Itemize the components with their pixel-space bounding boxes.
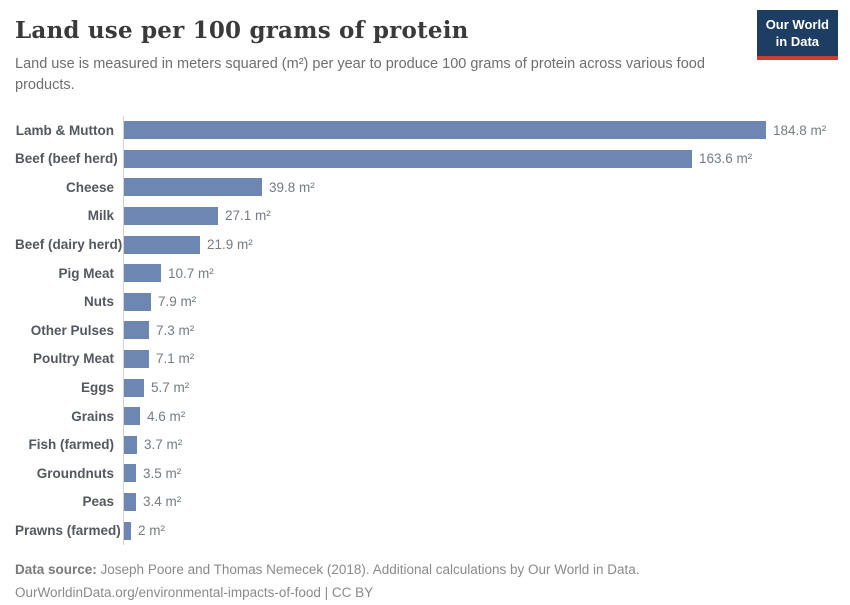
bar-row: Milk 27.1 m²: [15, 202, 835, 231]
bar[interactable]: [124, 235, 200, 254]
category-label: Peas: [82, 494, 114, 510]
bar-row: Grains 4.6 m²: [15, 402, 835, 431]
category-label: Fish (farmed): [28, 437, 114, 453]
bar-track: 27.1 m²: [123, 202, 835, 231]
value-label: 3.7 m²: [144, 437, 183, 453]
value-label: 4.6 m²: [147, 408, 186, 424]
bar-track: 3.4 m²: [123, 488, 835, 517]
bar-row: Poultry Meat 7.1 m²: [15, 345, 835, 374]
bar-row: Cheese 39.8 m²: [15, 173, 835, 202]
chart-rows: Lamb & Mutton 184.8 m² Beef (beef herd) …: [15, 115, 835, 545]
data-source-line: Data source: Joseph Poore and Thomas Nem…: [15, 559, 835, 582]
bar-track: 184.8 m²: [123, 116, 835, 145]
category-label: Grains: [71, 408, 114, 424]
license-line: OurWorldinData.org/environmental-impacts…: [15, 584, 374, 600]
value-label: 163.6 m²: [699, 151, 753, 167]
value-label: 10.7 m²: [168, 265, 214, 281]
value-label: 2 m²: [138, 523, 165, 539]
page-title: Land use per 100 grams of protein: [15, 17, 469, 44]
data-source-text: Joseph Poore and Thomas Nemecek (2018). …: [96, 561, 640, 577]
bar-track: 10.7 m²: [123, 259, 835, 288]
bar-row: Beef (dairy herd) 21.9 m²: [15, 230, 835, 259]
y-axis-line: [123, 115, 124, 545]
bar-track: 7.3 m²: [123, 316, 835, 345]
value-label: 184.8 m²: [773, 122, 827, 138]
category-label: Beef (beef herd): [15, 151, 118, 167]
category-label: Beef (dairy herd): [15, 237, 123, 253]
bar[interactable]: [124, 206, 218, 225]
bar[interactable]: [124, 492, 136, 511]
category-label: Pig Meat: [58, 265, 114, 281]
bar-row: Groundnuts 3.5 m²: [15, 459, 835, 488]
owid-logo-line2: in Data: [775, 33, 820, 49]
chart-subtitle: Land use is measured in meters squared (…: [15, 56, 705, 94]
bar-track: 21.9 m²: [123, 230, 835, 259]
owid-logo: Our World in Data: [756, 10, 838, 60]
value-label: 7.1 m²: [156, 351, 195, 367]
category-label: Eggs: [80, 380, 114, 396]
bar-track: 4.6 m²: [123, 402, 835, 431]
bar-row: Prawns (farmed) 2 m²: [15, 516, 835, 545]
bar[interactable]: [124, 321, 149, 340]
bar[interactable]: [124, 149, 692, 168]
value-label: 3.4 m²: [143, 494, 182, 510]
bar[interactable]: [124, 178, 262, 197]
bar-track: 5.7 m²: [123, 373, 835, 402]
value-label: 7.3 m²: [156, 322, 195, 338]
bar[interactable]: [124, 464, 136, 483]
chart-header: Land use per 100 grams of protein Our Wo…: [15, 10, 838, 97]
bar-track: 163.6 m²: [123, 145, 835, 174]
owid-logo-line1: Our World: [765, 17, 829, 32]
category-label: Milk: [87, 208, 114, 224]
category-label: Poultry Meat: [32, 351, 114, 367]
bar[interactable]: [124, 264, 161, 283]
bar-row: Pig Meat 10.7 m²: [15, 259, 835, 288]
bar[interactable]: [124, 349, 149, 368]
value-label: 39.8 m²: [269, 179, 315, 195]
bar[interactable]: [124, 292, 151, 311]
bar-track: 39.8 m²: [123, 173, 835, 202]
bar-row: Beef (beef herd) 163.6 m²: [15, 145, 835, 174]
bar-row: Eggs 5.7 m²: [15, 373, 835, 402]
category-label: Lamb & Mutton: [15, 122, 114, 138]
bar[interactable]: [124, 521, 131, 540]
bar[interactable]: [124, 378, 144, 397]
bar[interactable]: [124, 121, 766, 140]
bar-row: Other Pulses 7.3 m²: [15, 316, 835, 345]
bar-track: 2 m²: [123, 516, 835, 545]
bar-chart: Lamb & Mutton 184.8 m² Beef (beef herd) …: [15, 115, 835, 545]
value-label: 3.5 m²: [143, 465, 182, 481]
bar-row: Lamb & Mutton 184.8 m²: [15, 116, 835, 145]
bar-track: 3.7 m²: [123, 430, 835, 459]
bar[interactable]: [124, 435, 137, 454]
category-label: Prawns (farmed): [15, 523, 121, 539]
value-label: 21.9 m²: [207, 237, 253, 253]
category-label: Cheese: [65, 179, 114, 195]
value-label: 5.7 m²: [151, 380, 190, 396]
bar-row: Fish (farmed) 3.7 m²: [15, 430, 835, 459]
chart-footer: Data source: Joseph Poore and Thomas Nem…: [15, 559, 835, 605]
bar-row: Peas 3.4 m²: [15, 488, 835, 517]
category-label: Other Pulses: [30, 322, 114, 338]
bar[interactable]: [124, 407, 140, 426]
bar-track: 7.1 m²: [123, 345, 835, 374]
data-source-label: Data source:: [15, 561, 97, 577]
category-label: Groundnuts: [36, 465, 114, 481]
category-label: Nuts: [84, 294, 114, 310]
bar-row: Nuts 7.9 m²: [15, 287, 835, 316]
bar-track: 7.9 m²: [123, 287, 835, 316]
bar-track: 3.5 m²: [123, 459, 835, 488]
value-label: 7.9 m²: [158, 294, 197, 310]
value-label: 27.1 m²: [225, 208, 271, 224]
